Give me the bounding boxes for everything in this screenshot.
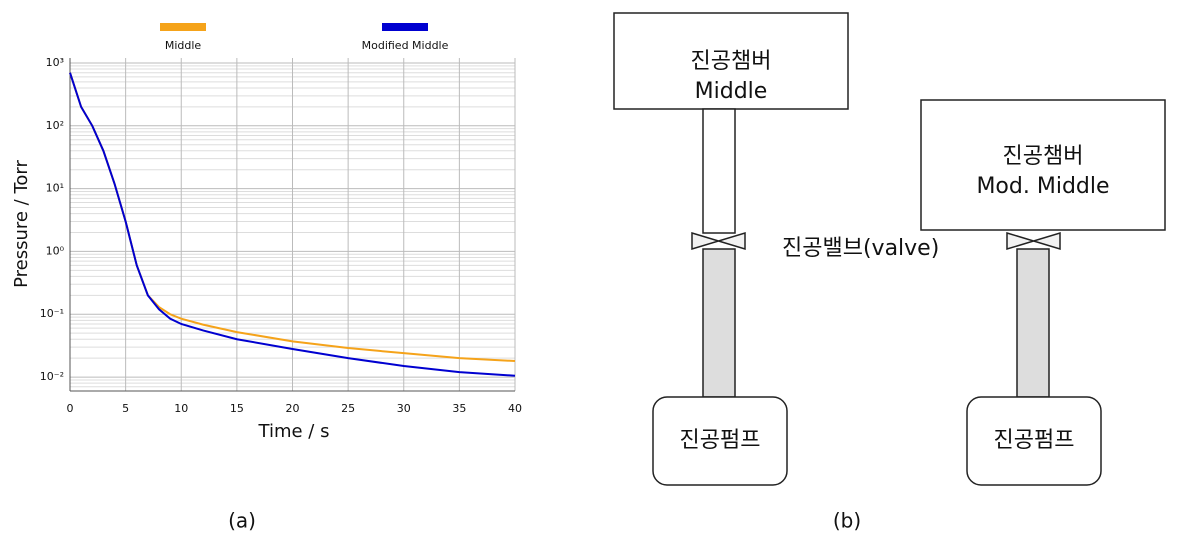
y-tick-label: 10⁻² — [40, 370, 64, 383]
x-tick-label: 40 — [508, 402, 522, 415]
y-tick-label: 10⁻¹ — [40, 307, 64, 320]
chamber-label: Middle — [695, 79, 768, 104]
chamber-box — [920, 99, 1166, 231]
x-tick-label: 0 — [67, 402, 74, 415]
legend-swatch — [160, 23, 206, 31]
x-axis-label: Time / s — [258, 421, 330, 442]
x-tick-label: 25 — [341, 402, 355, 415]
x-tick-label: 15 — [230, 402, 244, 415]
x-tick-label: 10 — [174, 402, 188, 415]
legend-label: Modified Middle — [362, 39, 449, 52]
valve — [691, 231, 746, 251]
valve — [1006, 231, 1061, 251]
chamber-title: 진공챔버 — [1003, 144, 1084, 169]
pump-box — [966, 396, 1102, 486]
legend-label: Middle — [165, 39, 202, 52]
x-tick-label: 5 — [122, 402, 129, 415]
pipe — [702, 248, 736, 398]
pump-label: 진공펌프 — [680, 428, 761, 453]
y-tick-label: 10¹ — [46, 182, 64, 195]
pipe — [702, 108, 736, 234]
x-tick-label: 20 — [286, 402, 300, 415]
y-tick-label: 10⁰ — [46, 244, 65, 257]
diagram — [613, 12, 1166, 486]
legend-swatch — [382, 23, 428, 31]
y-tick-label: 10³ — [46, 56, 64, 69]
chamber-title: 진공챔버 — [691, 49, 772, 74]
valve-label: 진공밸브(valve) — [782, 236, 939, 261]
y-tick-label: 10² — [46, 119, 64, 132]
pump-box — [652, 396, 788, 486]
y-axis-label: Pressure / Torr — [11, 160, 32, 288]
chamber-label: Mod. Middle — [976, 174, 1109, 199]
caption: (b) — [833, 509, 861, 533]
pump-label: 진공펌프 — [994, 428, 1075, 453]
x-tick-label: 30 — [397, 402, 411, 415]
data-line — [69, 72, 516, 377]
pipe — [1016, 248, 1050, 398]
chamber-box — [613, 12, 849, 110]
caption: (a) — [228, 509, 256, 533]
x-tick-label: 35 — [452, 402, 466, 415]
